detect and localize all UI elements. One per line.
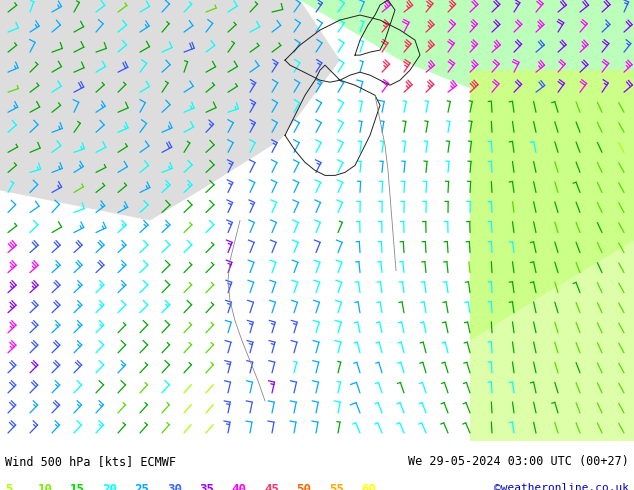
Text: 50: 50	[297, 483, 311, 490]
Text: 35: 35	[200, 483, 214, 490]
Polygon shape	[250, 0, 634, 100]
Text: 25: 25	[134, 483, 150, 490]
Text: ©weatheronline.co.uk: ©weatheronline.co.uk	[494, 483, 629, 490]
Text: 55: 55	[329, 483, 344, 490]
Text: Wind 500 hPa [kts] ECMWF: Wind 500 hPa [kts] ECMWF	[5, 455, 176, 468]
Text: 15: 15	[70, 483, 85, 490]
Text: 30: 30	[167, 483, 182, 490]
Text: 45: 45	[264, 483, 279, 490]
Text: 40: 40	[232, 483, 247, 490]
Text: 20: 20	[102, 483, 117, 490]
Polygon shape	[470, 241, 634, 441]
Text: 5: 5	[5, 483, 13, 490]
Bar	[470, 70, 634, 441]
Text: 10: 10	[37, 483, 53, 490]
Polygon shape	[0, 0, 340, 220]
Text: We 29-05-2024 03:00 UTC (00+27): We 29-05-2024 03:00 UTC (00+27)	[408, 455, 629, 468]
Text: 60: 60	[361, 483, 377, 490]
